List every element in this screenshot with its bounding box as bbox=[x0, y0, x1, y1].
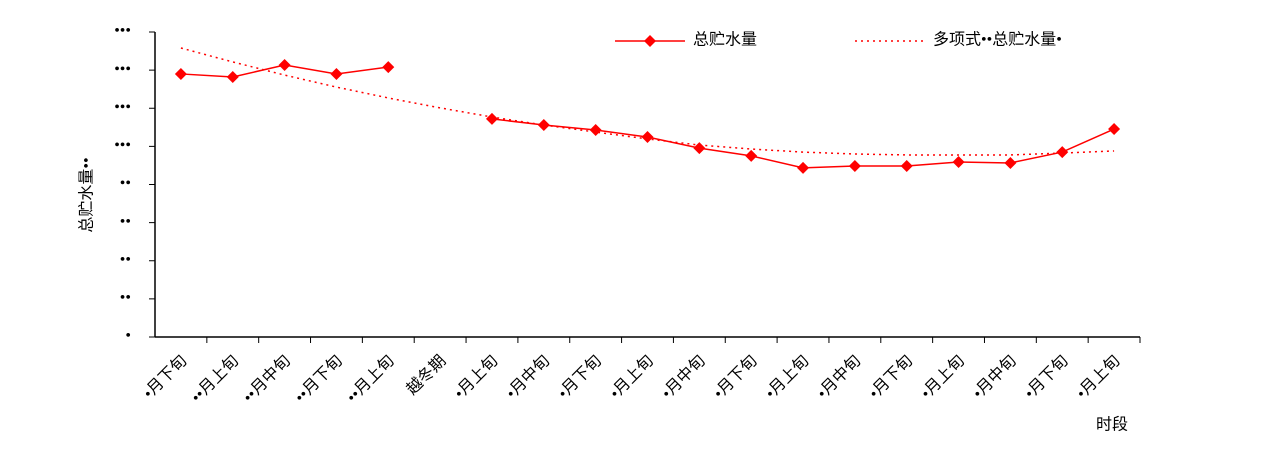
x-tick-label: •月上旬 bbox=[1073, 352, 1124, 403]
point bbox=[382, 61, 395, 74]
point bbox=[900, 160, 913, 173]
point bbox=[226, 70, 239, 83]
x-tick-label: •月下旬 bbox=[140, 352, 191, 403]
point bbox=[589, 123, 602, 136]
y-tick-label: •• bbox=[120, 213, 131, 230]
x-tick-label: •月下旬 bbox=[710, 352, 761, 403]
x-tick-label: •月上旬 bbox=[762, 352, 813, 403]
y-tick-label: ••• bbox=[114, 137, 131, 154]
x-tick-label: •月中旬 bbox=[814, 352, 865, 403]
legend-label: 总贮水量 bbox=[693, 31, 757, 49]
legend-marker bbox=[644, 35, 656, 47]
point bbox=[848, 160, 861, 173]
x-axis-title: 时段 bbox=[1096, 416, 1128, 434]
y-tick-label: ••• bbox=[114, 99, 131, 116]
x-tick-label: •月上旬 bbox=[606, 352, 657, 403]
y-tick-label: ••• bbox=[114, 61, 131, 78]
x-tick-label: ••月上旬 bbox=[343, 352, 398, 407]
x-tick-label: •月中旬 bbox=[658, 352, 709, 403]
y-tick-label: •• bbox=[120, 175, 131, 192]
x-tick-label: •月上旬 bbox=[451, 352, 502, 403]
x-tick-label: ••月下旬 bbox=[291, 352, 346, 407]
x-tick-label: •月中旬 bbox=[503, 352, 554, 403]
point bbox=[278, 58, 291, 71]
point bbox=[641, 131, 654, 144]
x-tick-label: •月下旬 bbox=[865, 352, 916, 403]
x-tick-label: •月中旬 bbox=[969, 352, 1020, 403]
series-line bbox=[491, 118, 1115, 169]
point bbox=[1108, 123, 1121, 136]
y-tick-label: ••• bbox=[114, 23, 131, 40]
y-tick-label: • bbox=[125, 328, 131, 345]
x-tick-label: 越冬期 bbox=[403, 352, 450, 399]
y-axis-title: 总贮水量•• bbox=[78, 157, 96, 232]
x-tick-label: •月下旬 bbox=[1021, 352, 1072, 403]
point bbox=[693, 142, 706, 155]
trend-line bbox=[180, 47, 1115, 156]
x-tick-label: ••月中旬 bbox=[239, 352, 294, 407]
point bbox=[537, 119, 550, 132]
point bbox=[1056, 146, 1069, 159]
point bbox=[745, 149, 758, 162]
point bbox=[797, 161, 810, 174]
legend-label: 多项式••总贮水量• bbox=[933, 31, 1062, 49]
point bbox=[485, 112, 498, 125]
point bbox=[174, 67, 187, 80]
x-tick-label: •月下旬 bbox=[554, 352, 605, 403]
x-tick-label: •月上旬 bbox=[917, 352, 968, 403]
x-tick-label: ••月上旬 bbox=[188, 352, 243, 407]
point bbox=[1004, 156, 1017, 169]
point bbox=[952, 156, 965, 169]
point bbox=[330, 67, 343, 80]
y-tick-label: •• bbox=[120, 290, 131, 307]
y-tick-label: •• bbox=[120, 251, 131, 268]
